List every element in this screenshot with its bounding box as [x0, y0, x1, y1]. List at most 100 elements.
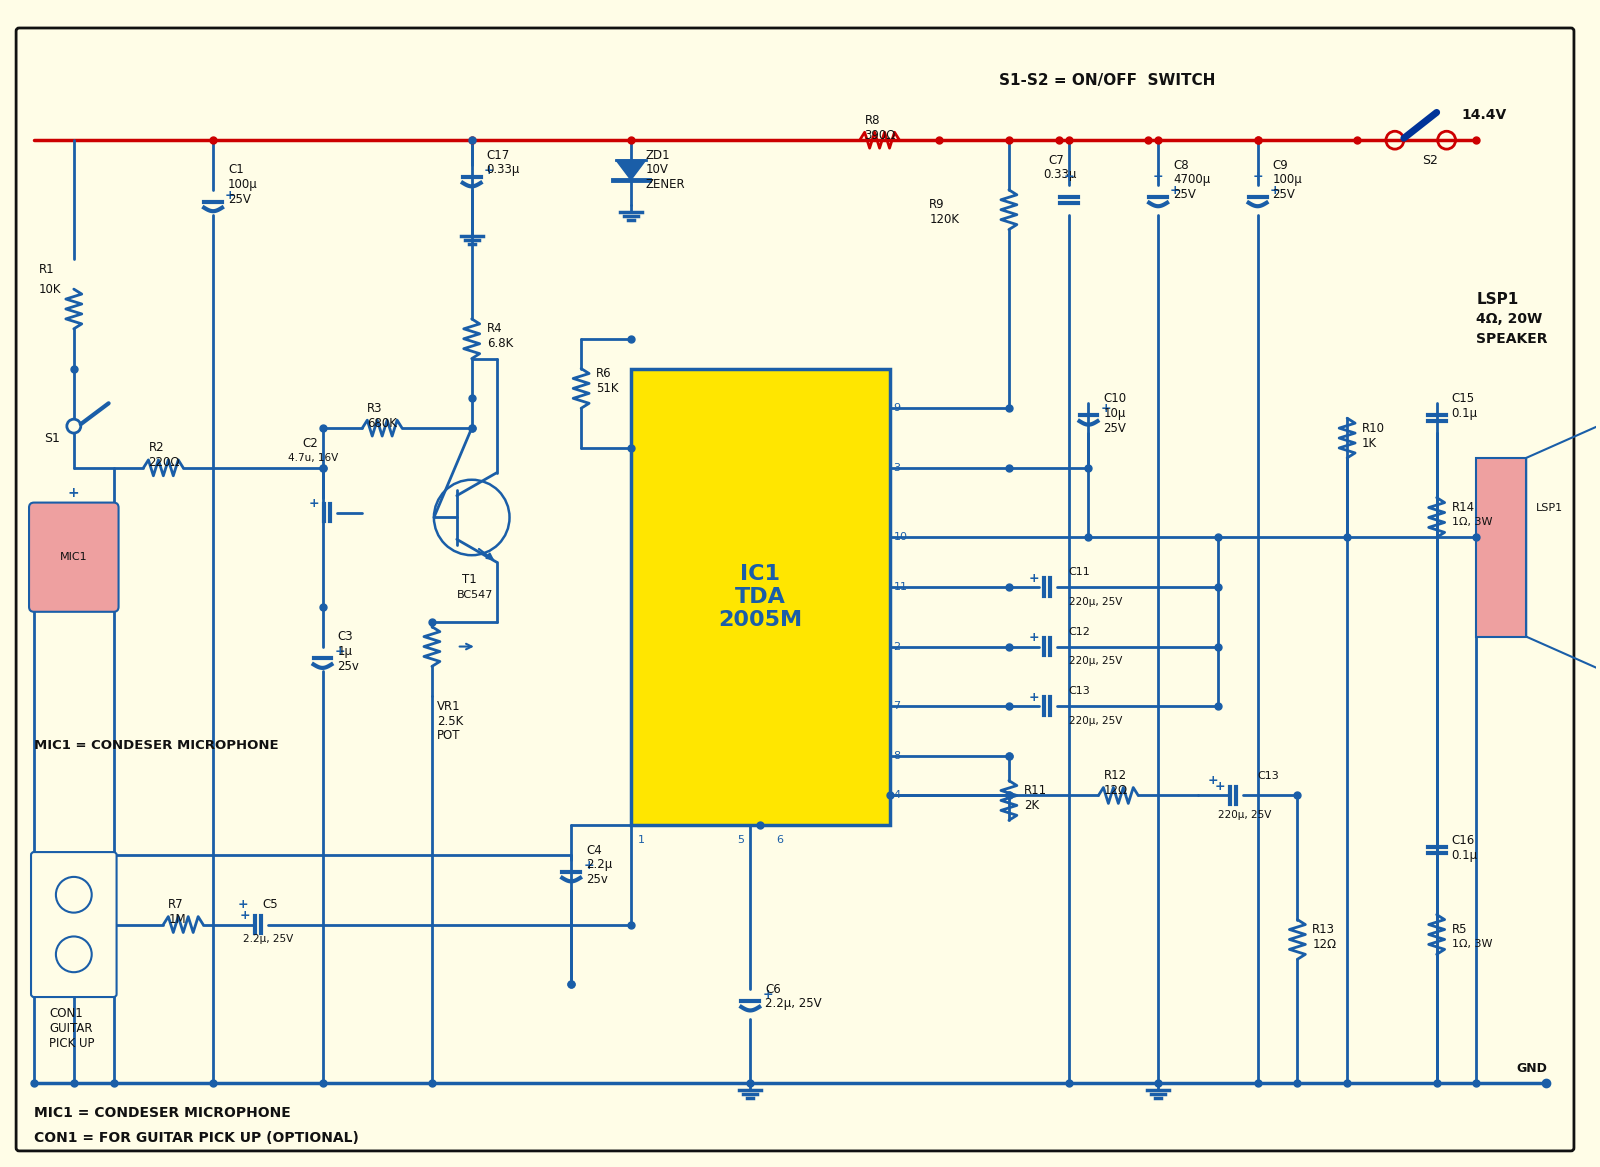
Text: S2: S2	[1422, 154, 1438, 167]
Text: +: +	[1208, 774, 1218, 787]
Text: +: +	[1064, 170, 1074, 183]
Text: R11: R11	[1024, 784, 1046, 797]
Text: +: +	[238, 899, 248, 911]
Text: C10: C10	[1104, 392, 1126, 405]
Text: R14: R14	[1451, 501, 1475, 513]
Text: R2: R2	[149, 441, 165, 454]
Text: C13: C13	[1069, 686, 1090, 697]
Text: R10: R10	[1362, 421, 1386, 434]
Text: T1: T1	[462, 573, 477, 586]
Text: 10: 10	[893, 532, 907, 543]
Text: PICK UP: PICK UP	[50, 1037, 94, 1050]
Text: 4.7u, 16V: 4.7u, 16V	[288, 453, 338, 463]
Text: R6: R6	[597, 366, 611, 380]
Text: 680K: 680K	[368, 417, 397, 429]
Text: 12Ω: 12Ω	[1104, 784, 1128, 797]
Text: +: +	[1253, 170, 1262, 183]
Text: 1: 1	[637, 836, 645, 845]
Text: C11: C11	[1069, 567, 1090, 578]
Text: 10K: 10K	[38, 282, 61, 295]
Text: R4: R4	[486, 322, 502, 335]
Polygon shape	[616, 160, 646, 180]
Text: +: +	[1029, 691, 1038, 704]
Text: C16: C16	[1451, 833, 1475, 846]
Text: +: +	[240, 909, 250, 922]
Text: +: +	[483, 163, 494, 177]
Text: 220μ, 25V: 220μ, 25V	[1069, 717, 1122, 726]
Text: 220μ, 25V: 220μ, 25V	[1218, 810, 1270, 820]
Text: 100μ: 100μ	[1272, 174, 1302, 187]
Text: S1-S2 = ON/OFF  SWITCH: S1-S2 = ON/OFF SWITCH	[998, 74, 1216, 89]
Text: BC547: BC547	[456, 589, 493, 600]
Text: C15: C15	[1451, 392, 1475, 405]
Text: C17: C17	[486, 148, 510, 161]
Text: +: +	[67, 485, 80, 499]
Text: 120K: 120K	[930, 214, 960, 226]
Text: 0.1μ: 0.1μ	[1451, 407, 1478, 420]
Text: 5: 5	[738, 836, 744, 845]
Text: CON1: CON1	[50, 1007, 83, 1020]
Text: 3: 3	[893, 463, 901, 473]
Text: 6: 6	[776, 836, 784, 845]
Text: +: +	[1154, 170, 1163, 183]
Text: 0.33μ: 0.33μ	[1043, 168, 1077, 181]
Text: R3: R3	[368, 401, 382, 414]
Text: 220μ, 25V: 220μ, 25V	[1069, 657, 1122, 666]
Text: +: +	[1269, 183, 1280, 197]
Text: 7: 7	[893, 701, 901, 711]
Text: +: +	[226, 189, 235, 202]
Text: 8: 8	[893, 750, 901, 761]
Text: 25v: 25v	[338, 659, 360, 673]
Text: +: +	[1029, 572, 1038, 585]
Text: MIC1 = CONDESER MICROPHONE: MIC1 = CONDESER MICROPHONE	[34, 1106, 291, 1120]
Text: 2.5K: 2.5K	[437, 714, 462, 727]
Text: R5: R5	[1451, 923, 1467, 936]
Text: ZENER: ZENER	[646, 179, 685, 191]
Text: C9: C9	[1272, 159, 1288, 172]
Text: R1: R1	[38, 263, 54, 275]
Text: C5: C5	[262, 899, 278, 911]
FancyBboxPatch shape	[29, 503, 118, 612]
Text: 1μ: 1μ	[338, 645, 352, 658]
Text: C3: C3	[338, 630, 354, 643]
Text: R9: R9	[930, 198, 946, 211]
Bar	[630, 369, 890, 825]
Text: C1: C1	[227, 163, 243, 176]
Text: +: +	[1170, 183, 1181, 197]
Text: 51K: 51K	[597, 382, 619, 394]
Text: R13: R13	[1312, 923, 1336, 936]
Text: VR1: VR1	[437, 700, 461, 713]
Text: 25v: 25v	[586, 873, 608, 887]
Text: 4: 4	[893, 790, 901, 801]
Text: 4700μ: 4700μ	[1173, 174, 1210, 187]
Text: 10V: 10V	[646, 163, 669, 176]
Text: C2: C2	[302, 436, 318, 449]
Text: R7: R7	[168, 899, 184, 911]
Text: C13: C13	[1258, 770, 1280, 781]
Text: 6.8K: 6.8K	[486, 337, 514, 350]
Text: 1M: 1M	[168, 913, 186, 927]
Text: +: +	[762, 988, 773, 1001]
Text: R8: R8	[864, 114, 880, 127]
Text: +: +	[1101, 403, 1110, 415]
Text: S1: S1	[43, 432, 59, 445]
Text: 2.2μ: 2.2μ	[586, 859, 613, 872]
Text: C8: C8	[1173, 159, 1189, 172]
Text: 25V: 25V	[1104, 421, 1126, 434]
Text: +: +	[582, 859, 594, 872]
Text: 390Ω: 390Ω	[864, 128, 896, 141]
Text: 14.4V: 14.4V	[1461, 109, 1507, 123]
Text: IC1
TDA
2005M: IC1 TDA 2005M	[718, 564, 802, 630]
Text: R12: R12	[1104, 769, 1126, 782]
Text: 11: 11	[893, 582, 907, 592]
Text: 0.33μ: 0.33μ	[486, 163, 520, 176]
Text: C4: C4	[586, 844, 602, 857]
Text: 100μ: 100μ	[227, 179, 258, 191]
Text: 220Ω: 220Ω	[149, 456, 179, 469]
Text: 1K: 1K	[1362, 436, 1378, 449]
Text: 2: 2	[893, 642, 901, 651]
Text: 25V: 25V	[1173, 188, 1195, 201]
Text: C6: C6	[765, 983, 781, 995]
FancyBboxPatch shape	[16, 28, 1574, 1151]
Text: MIC1 = CONDESER MICROPHONE: MIC1 = CONDESER MICROPHONE	[34, 740, 278, 753]
